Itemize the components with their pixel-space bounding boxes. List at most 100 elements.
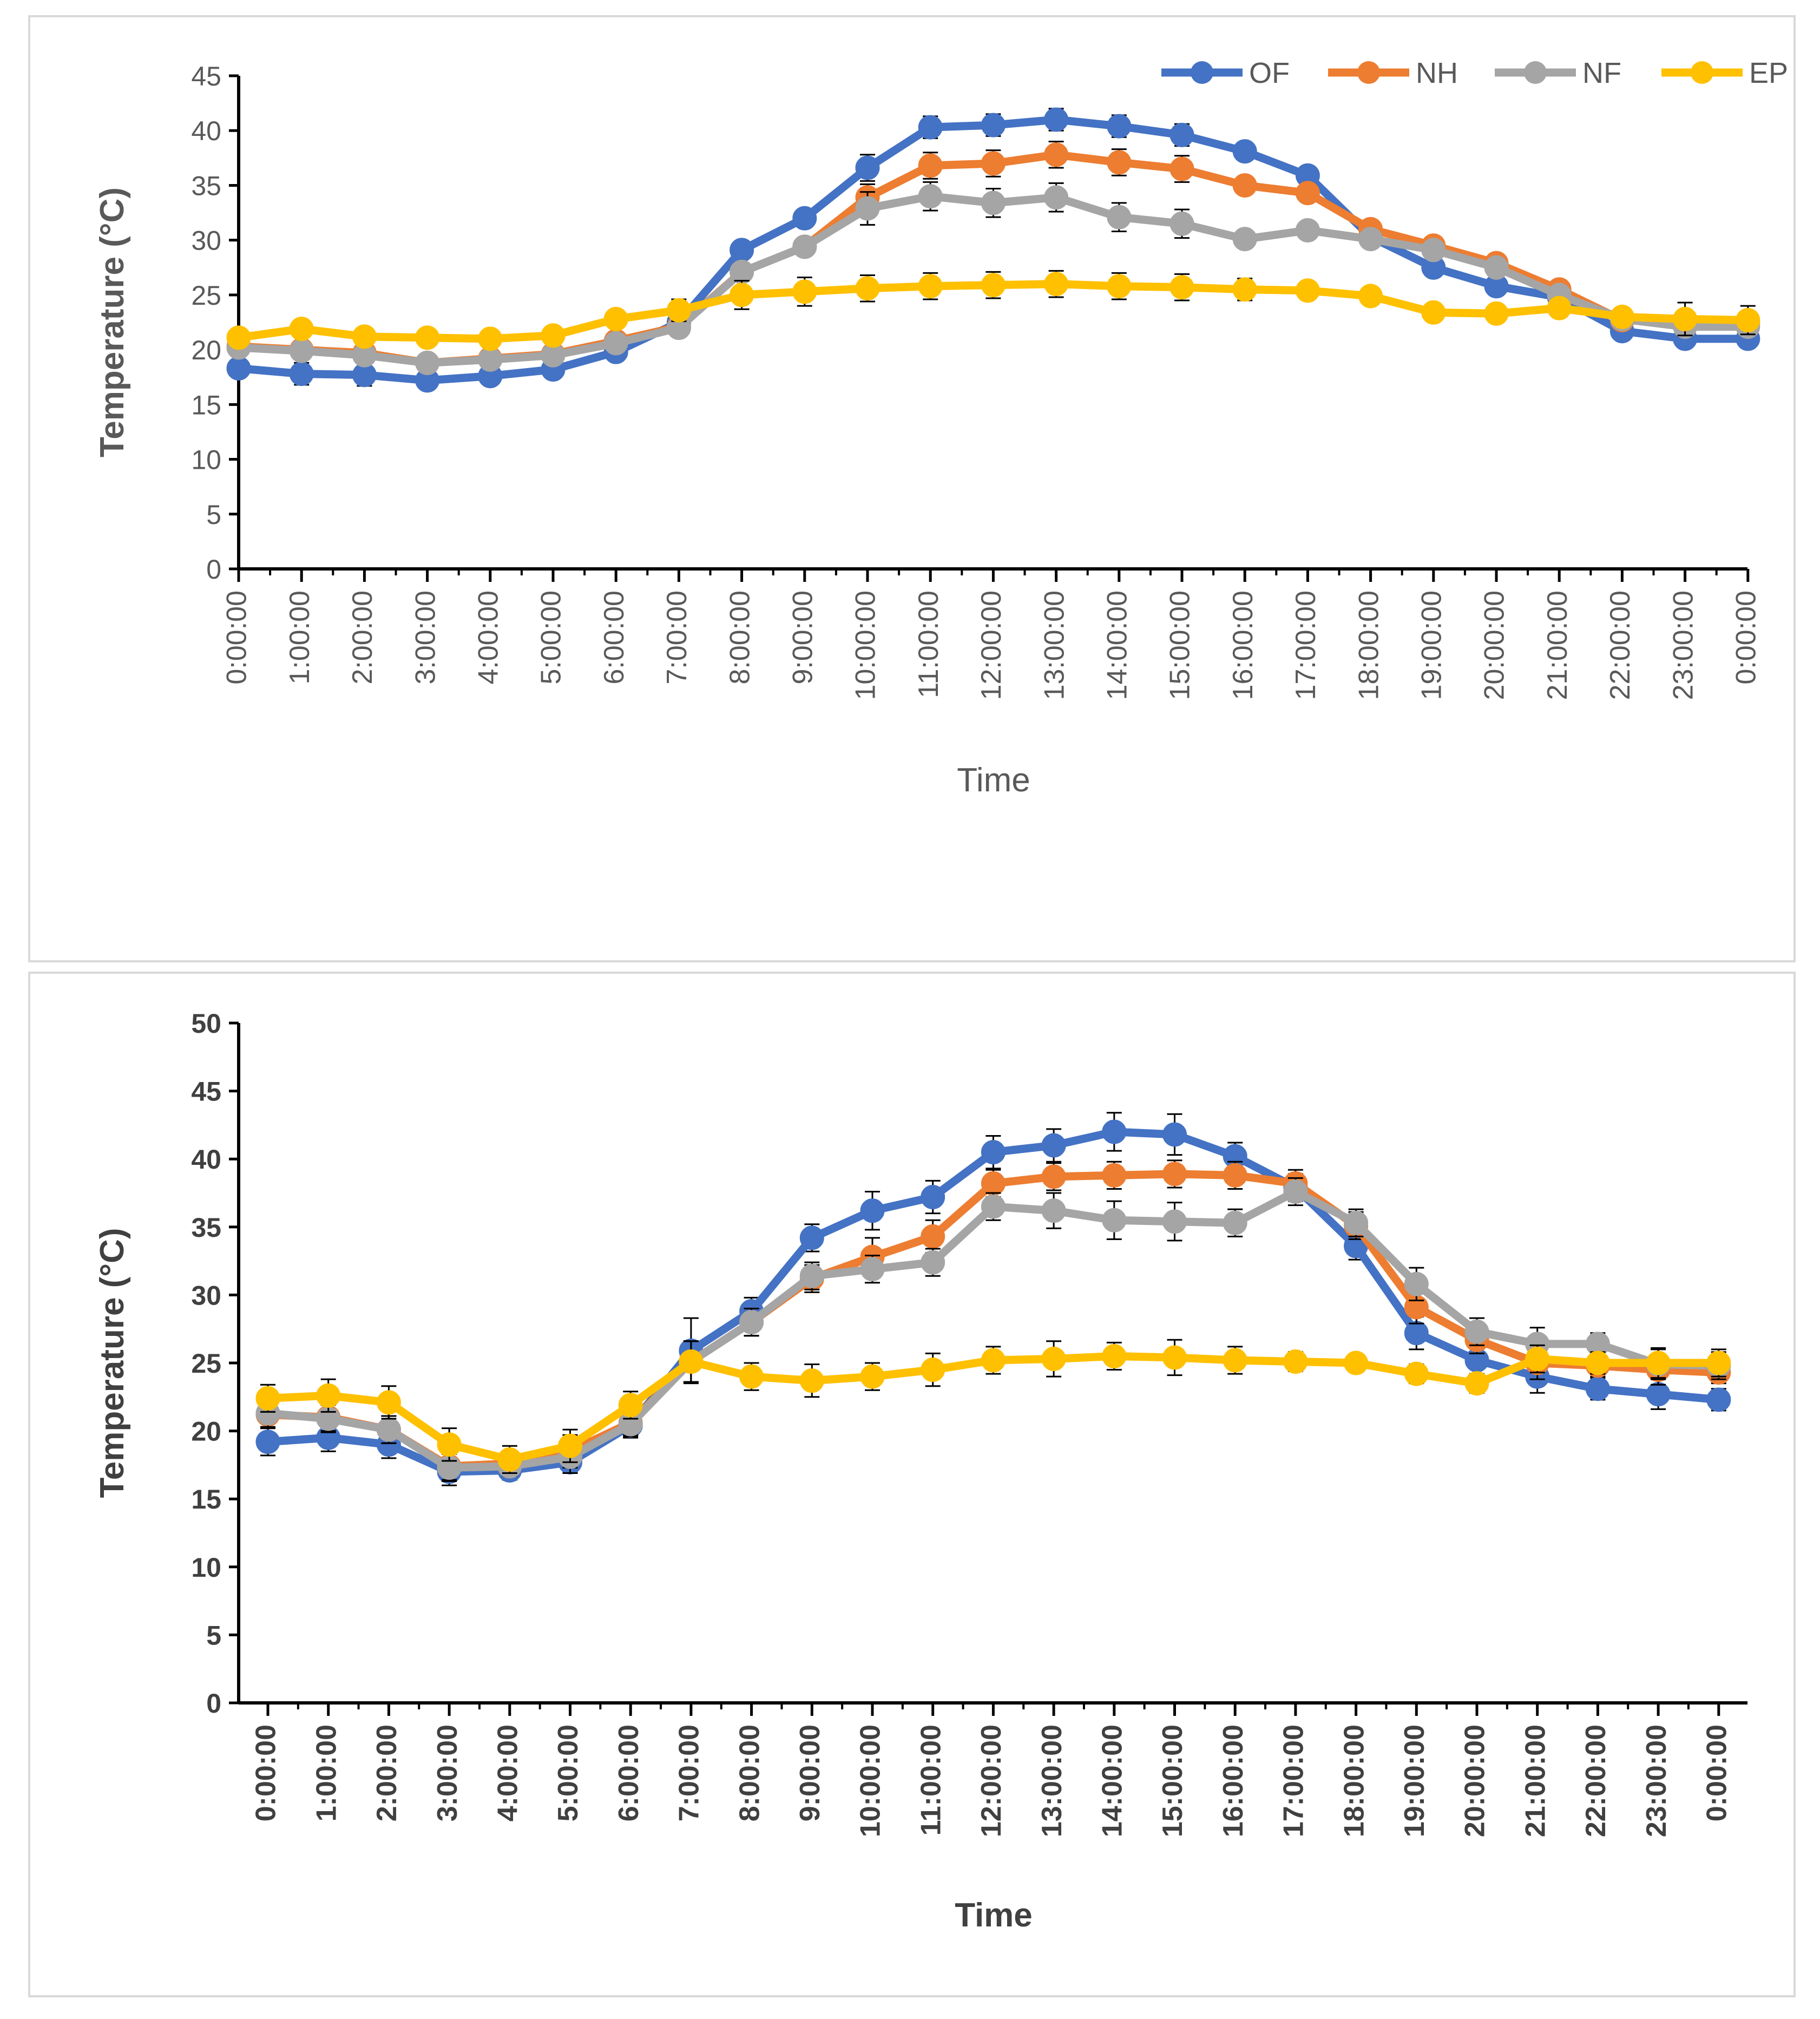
x-tick-label: 3:00:00: [432, 1725, 463, 1821]
x-tick-label: 5:00:00: [536, 591, 567, 685]
data-point-ep: [316, 1383, 341, 1408]
x-tick-label: 22:00:00: [1580, 1725, 1612, 1837]
x-tick-label: 17:00:00: [1290, 591, 1322, 700]
x-tick-label: 4:00:00: [492, 1725, 524, 1821]
x-tick-label: 9:00:00: [794, 1725, 826, 1821]
data-point-ep: [855, 276, 880, 301]
data-point-ep: [1673, 306, 1698, 331]
data-point-nf: [981, 1194, 1006, 1219]
data-point-ep: [679, 1349, 704, 1374]
legend-label: NH: [1416, 57, 1458, 89]
x-tick-label: 4:00:00: [473, 591, 504, 685]
x-tick-label: 2:00:00: [371, 1725, 403, 1821]
data-point-of: [981, 1140, 1006, 1165]
x-tick-label: 16:00:00: [1227, 591, 1259, 700]
x-tick-label: 2:00:00: [347, 591, 378, 685]
x-tick-label: 20:00:00: [1479, 591, 1510, 700]
y-tick-label: 40: [191, 1144, 221, 1175]
data-point-ep: [1232, 277, 1257, 302]
data-point-nf: [415, 350, 440, 375]
data-point-ep: [618, 1393, 643, 1418]
series-line-nf: [267, 1187, 1719, 1472]
x-tick-label: 14:00:00: [1097, 1725, 1128, 1837]
x-tick-label: 13:00:00: [1036, 1725, 1068, 1837]
x-tick-label: 10:00:00: [850, 591, 882, 700]
data-point-nf: [1404, 1271, 1429, 1296]
x-tick-label: 19:00:00: [1416, 591, 1448, 700]
data-point-nf: [1295, 218, 1320, 242]
data-point-of: [1232, 139, 1257, 164]
y-tick-label: 45: [191, 61, 221, 91]
legend-label: NF: [1582, 57, 1621, 89]
data-point-nh: [1041, 1164, 1066, 1189]
x-tick-label: 11:00:00: [913, 591, 944, 698]
data-point-nh: [1232, 173, 1257, 198]
data-point-nf: [289, 338, 314, 363]
y-tick-label: 30: [191, 1280, 221, 1310]
data-point-ep: [1525, 1346, 1550, 1371]
data-point-nf: [981, 191, 1006, 215]
x-tick-label: 18:00:00: [1353, 591, 1384, 700]
data-point-nh: [1223, 1163, 1247, 1188]
data-point-ep: [981, 273, 1006, 298]
data-point-ep: [1102, 1343, 1127, 1368]
y-tick-label: 20: [191, 335, 221, 365]
data-point-nf: [1283, 1179, 1308, 1204]
data-point-ep: [1223, 1348, 1247, 1373]
x-tick-label: 23:00:00: [1641, 1725, 1672, 1837]
data-point-nf: [1169, 211, 1194, 236]
data-point-of: [1646, 1382, 1671, 1407]
data-point-of: [981, 113, 1006, 137]
data-point-ep: [1404, 1361, 1429, 1386]
data-point-of: [1044, 107, 1069, 132]
x-tick-label: 11:00:00: [915, 1725, 947, 1836]
data-point-of: [1585, 1376, 1610, 1401]
y-tick-label: 20: [191, 1417, 221, 1447]
data-point-ep: [497, 1447, 522, 1472]
x-tick-label: 12:00:00: [976, 591, 1007, 700]
data-point-ep: [226, 325, 251, 350]
data-point-of: [1404, 1321, 1429, 1346]
data-point-nf: [1044, 185, 1069, 210]
x-tick-label: 21:00:00: [1520, 1725, 1551, 1837]
y-tick-label: 40: [191, 116, 221, 146]
x-tick-label: 0:00:00: [1731, 591, 1762, 685]
x-tick-label: 22:00:00: [1605, 591, 1636, 700]
legend-item-nh: NH: [1328, 57, 1458, 89]
data-point-ep: [1421, 300, 1446, 325]
data-point-nf: [1344, 1210, 1369, 1235]
legend-item-of: OF: [1161, 57, 1290, 89]
y-tick-label: 15: [191, 1484, 221, 1515]
data-point-of: [921, 1185, 945, 1210]
data-point-nf: [860, 1257, 885, 1282]
series-line-nh: [238, 150, 1748, 367]
data-point-ep: [1358, 284, 1383, 309]
data-point-ep: [1169, 275, 1194, 300]
data-point-ep: [352, 324, 377, 349]
data-point-nh: [1295, 181, 1320, 206]
data-point-nh: [981, 1171, 1006, 1196]
data-point-ep: [1162, 1345, 1187, 1370]
data-point-nf: [1041, 1198, 1066, 1223]
data-point-ep: [1041, 1346, 1066, 1371]
x-tick-label: 1:00:00: [311, 1725, 342, 1821]
x-tick-label: 6:00:00: [613, 1725, 645, 1821]
data-point-nf: [792, 234, 817, 259]
x-tick-label: 9:00:00: [787, 591, 819, 685]
legend-marker: [1524, 61, 1547, 84]
x-tick-label: 18:00:00: [1338, 1725, 1370, 1837]
data-point-nf: [478, 347, 503, 372]
data-point-ep: [478, 326, 503, 351]
data-point-ep: [792, 279, 817, 304]
x-tick-label: 23:00:00: [1667, 591, 1699, 700]
x-tick-label: 8:00:00: [734, 1725, 765, 1821]
x-tick-label: 20:00:00: [1460, 1725, 1491, 1837]
legend-label: EP: [1749, 57, 1788, 89]
data-point-nh: [918, 153, 943, 178]
data-point-nf: [603, 331, 628, 356]
y-tick-label: 0: [206, 554, 221, 585]
x-tick-label: 15:00:00: [1165, 591, 1196, 700]
chart-panel-1: 0 5 10 15 20 25 30 35 40 45 0:00:00 1:00:00 2:00:00 3…: [28, 15, 1796, 962]
y-tick-label: 15: [191, 390, 221, 420]
data-point-nh: [1107, 150, 1132, 175]
